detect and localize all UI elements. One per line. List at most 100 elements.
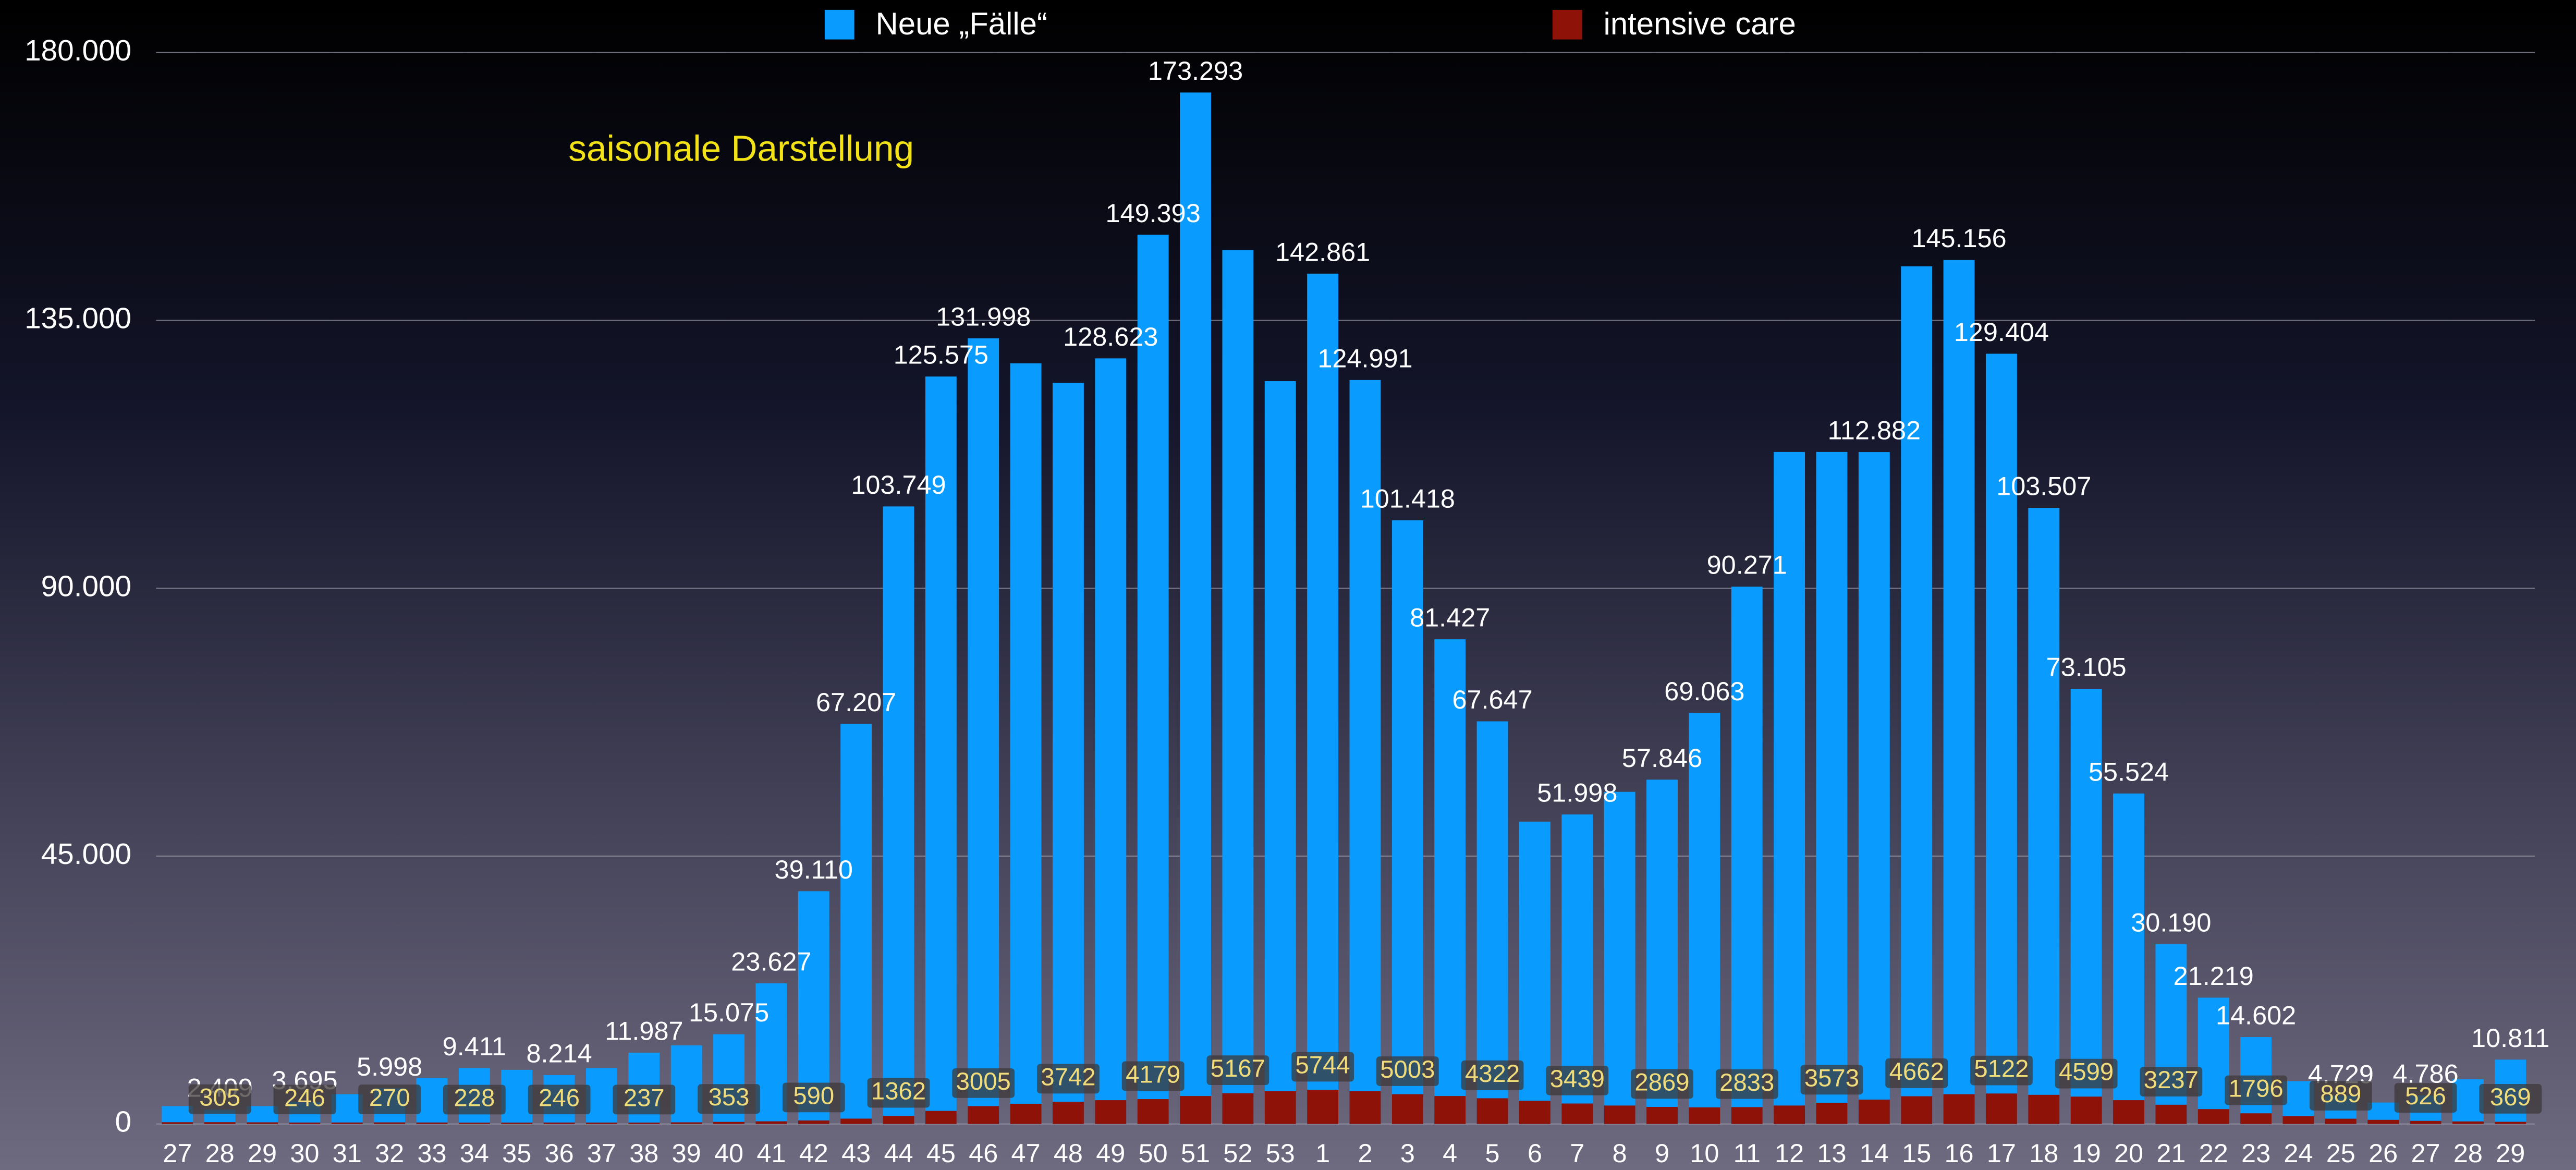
bar <box>1434 1096 1466 1124</box>
data-label: 173.293 <box>1148 56 1243 86</box>
data-label: 590 <box>793 1082 834 1110</box>
data-label: 15.075 <box>689 997 769 1027</box>
bar <box>2113 793 2144 1124</box>
data-label: 103.749 <box>851 470 946 499</box>
annotation: saisonale Darstellung <box>568 128 914 168</box>
x-tick-label: 46 <box>969 1138 998 1168</box>
bar <box>1689 1107 1720 1124</box>
data-label: 3573 <box>1804 1064 1859 1092</box>
bar <box>416 1078 448 1124</box>
data-label-box <box>867 1078 930 1108</box>
x-tick-label: 15 <box>1902 1138 1931 1168</box>
data-label: 51.998 <box>1537 778 1617 808</box>
x-tick-label: 12 <box>1775 1138 1804 1168</box>
x-tick-label: 1 <box>1315 1138 1330 1168</box>
bar <box>162 1106 193 1124</box>
bar <box>2028 1094 2060 1124</box>
data-label: 4322 <box>1465 1060 1520 1088</box>
x-tick-label: 20 <box>2114 1138 2143 1168</box>
data-label-box <box>443 1084 506 1115</box>
bar <box>1519 1101 1551 1124</box>
bar <box>331 1122 363 1124</box>
x-tick-label: 2 <box>1358 1138 1372 1168</box>
data-label: 889 <box>2320 1080 2361 1108</box>
data-label: 81.427 <box>1410 603 1490 632</box>
data-label: 14.602 <box>2216 1001 2296 1030</box>
bar <box>501 1123 533 1124</box>
data-label: 246 <box>539 1084 580 1112</box>
bar <box>289 1122 321 1124</box>
bar <box>755 1121 787 1124</box>
data-label-box <box>2225 1075 2287 1105</box>
data-label-box <box>782 1082 845 1113</box>
bar <box>586 1068 617 1124</box>
bar <box>1137 235 1169 1124</box>
bar <box>501 1069 533 1124</box>
data-label: 4179 <box>1126 1061 1180 1088</box>
data-label: 4662 <box>1889 1058 1944 1086</box>
x-tick-label: 49 <box>1096 1138 1125 1168</box>
bar <box>670 1045 702 1124</box>
bar <box>1222 1093 1254 1124</box>
x-tick-label: 16 <box>1945 1138 1974 1168</box>
bar <box>925 1111 957 1124</box>
x-tick-label: 9 <box>1655 1138 1669 1168</box>
bar <box>1349 380 1381 1124</box>
data-label: 67.647 <box>1452 685 1532 714</box>
bar <box>1646 779 1678 1124</box>
data-label: 149.393 <box>1106 198 1201 228</box>
data-label: 125.575 <box>894 340 988 370</box>
data-label-box <box>2394 1083 2457 1113</box>
x-tick-label: 44 <box>884 1138 913 1168</box>
y-tick-label: 180.000 <box>25 34 131 67</box>
x-tick-label: 5 <box>1485 1138 1500 1168</box>
data-label: 128.623 <box>1063 322 1158 351</box>
data-label: 57.846 <box>1622 743 1702 773</box>
bar <box>586 1123 617 1124</box>
bar <box>2325 1118 2357 1124</box>
bar <box>1731 1107 1763 1124</box>
bar <box>1264 1091 1296 1124</box>
x-tick-label: 21 <box>2156 1138 2186 1168</box>
x-tick-label: 33 <box>417 1138 446 1168</box>
x-tick-label: 13 <box>1817 1138 1846 1168</box>
bar <box>2367 1119 2399 1124</box>
bar <box>1816 1102 1848 1124</box>
x-tick-label: 28 <box>2453 1138 2483 1168</box>
data-label: 5744 <box>1296 1052 1350 1079</box>
bar <box>2282 1116 2314 1124</box>
x-tick-label: 30 <box>290 1138 319 1168</box>
x-tick-label: 19 <box>2072 1138 2101 1168</box>
data-label: 73.105 <box>2046 652 2127 682</box>
bar <box>840 724 872 1124</box>
bar <box>1349 1091 1381 1124</box>
bar <box>1858 1099 1890 1124</box>
data-label: 112.882 <box>1828 416 1921 445</box>
data-label: 67.207 <box>816 687 896 717</box>
data-label-box <box>2140 1067 2203 1097</box>
bar <box>1391 520 1423 1124</box>
bar <box>1774 1105 1805 1124</box>
bar <box>2495 1122 2526 1124</box>
bar <box>1476 721 1508 1124</box>
bar <box>1222 250 1254 1124</box>
x-tick-label: 40 <box>714 1138 743 1168</box>
data-label: 228 <box>454 1084 495 1112</box>
x-tick-label: 36 <box>545 1138 574 1168</box>
bar <box>713 1122 744 1124</box>
x-tick-label: 22 <box>2199 1138 2228 1168</box>
data-label: 9.411 <box>443 1031 506 1061</box>
bar <box>1731 587 1763 1124</box>
bar <box>1391 1094 1423 1124</box>
data-label-box <box>273 1084 336 1115</box>
data-label: 30.190 <box>2131 908 2211 937</box>
data-label-box <box>1291 1052 1354 1082</box>
bar <box>374 1122 406 1124</box>
x-tick-label: 43 <box>841 1138 871 1168</box>
x-tick-label: 47 <box>1011 1138 1041 1168</box>
x-tick-label: 6 <box>1528 1138 1542 1168</box>
bar <box>670 1122 702 1124</box>
x-tick-label: 35 <box>502 1138 531 1168</box>
x-tick-label: 45 <box>926 1138 956 1168</box>
